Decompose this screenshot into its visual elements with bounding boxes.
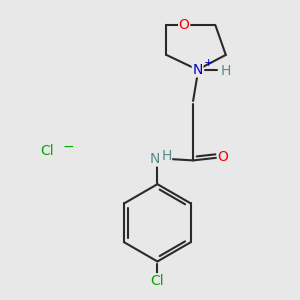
Text: +: +	[204, 58, 214, 68]
Text: N: N	[192, 63, 203, 77]
Text: O: O	[218, 150, 228, 164]
Text: Cl: Cl	[151, 274, 164, 288]
Text: H: H	[161, 149, 172, 163]
Text: O: O	[179, 18, 190, 32]
Text: H: H	[220, 64, 231, 78]
Text: Cl: Cl	[40, 145, 54, 158]
Text: −: −	[62, 140, 74, 154]
Text: N: N	[149, 152, 160, 166]
